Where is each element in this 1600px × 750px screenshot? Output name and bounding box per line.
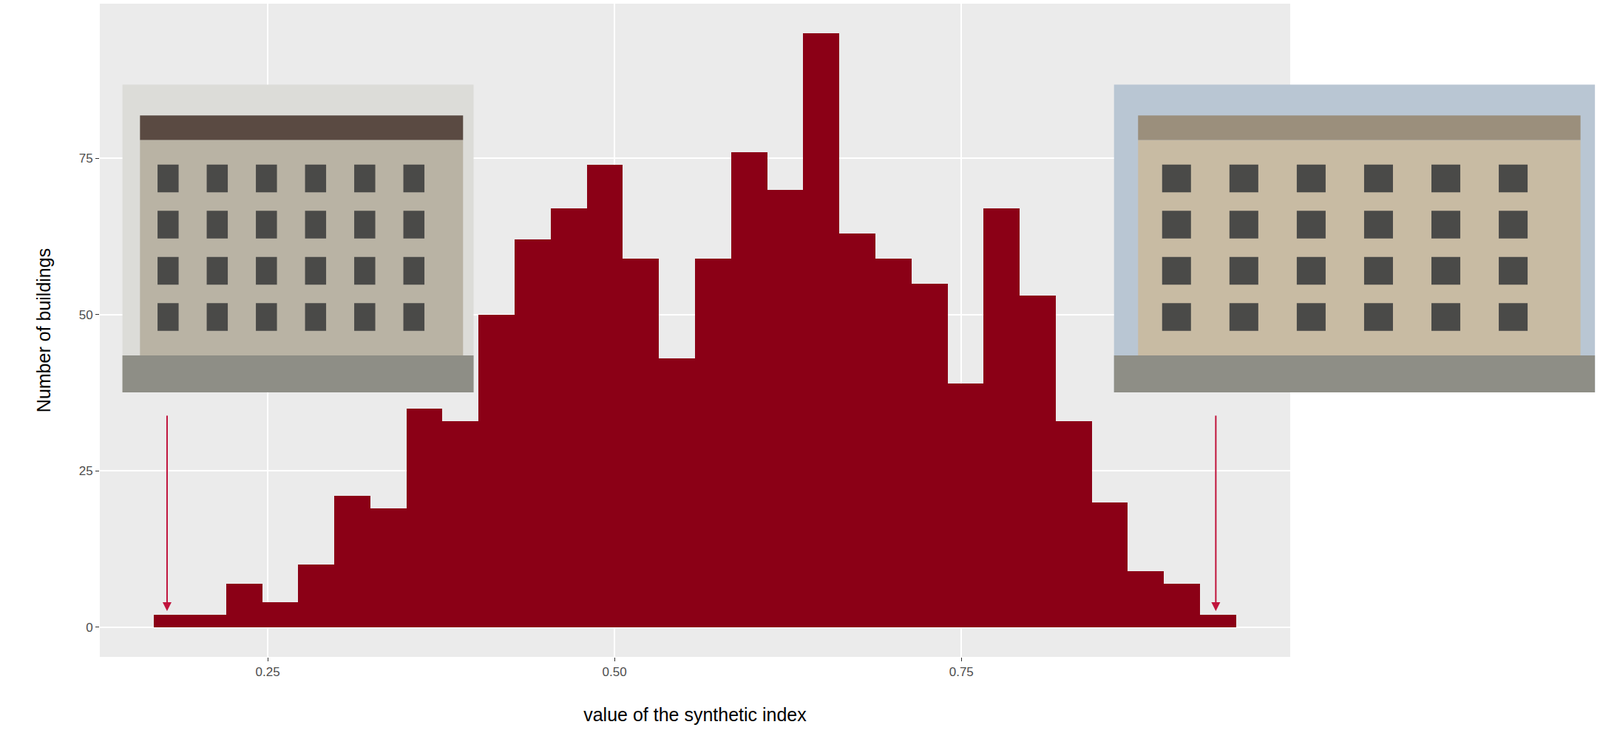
svg-text:50: 50 <box>79 308 94 323</box>
svg-text:0.75: 0.75 <box>949 665 974 680</box>
svg-text:25: 25 <box>79 464 94 479</box>
svg-text:0.50: 0.50 <box>602 665 627 680</box>
svg-text:value of the synthetic index: value of the synthetic index <box>583 704 807 726</box>
svg-text:Number of buildings: Number of buildings <box>33 248 54 413</box>
svg-text:75: 75 <box>79 151 94 166</box>
svg-text:0.25: 0.25 <box>255 665 281 680</box>
svg-text:0: 0 <box>85 621 93 636</box>
